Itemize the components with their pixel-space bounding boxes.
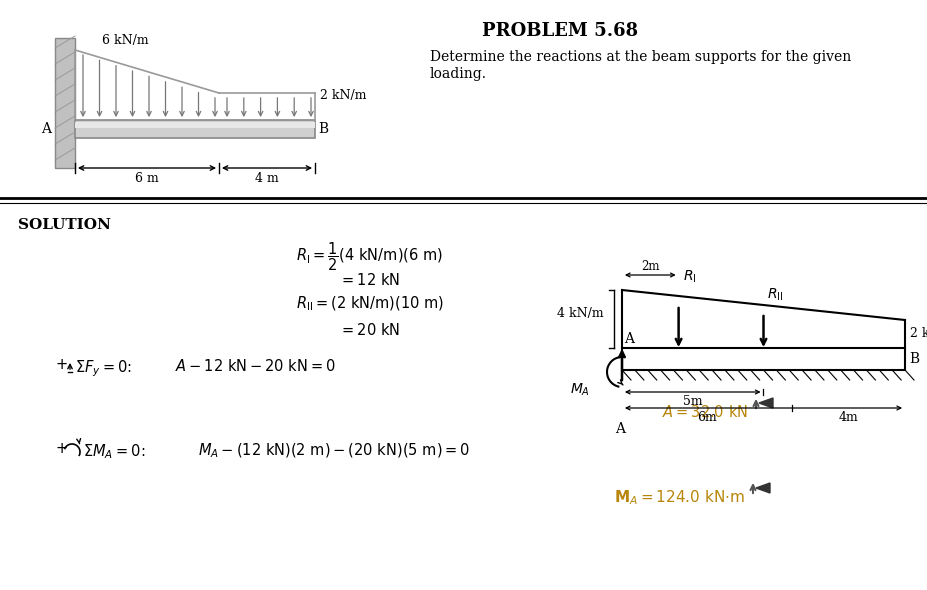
Text: loading.: loading. (429, 67, 487, 81)
Text: Determine the reactions at the beam supports for the given: Determine the reactions at the beam supp… (429, 50, 850, 64)
Text: $R_{\rm II}$: $R_{\rm II}$ (767, 287, 783, 303)
Text: $= 12\ {\rm kN}$: $= 12\ {\rm kN}$ (339, 272, 400, 288)
Bar (75, 122, 314, 128)
Text: $M_A$: $M_A$ (569, 382, 590, 398)
Text: $+$: $+$ (55, 442, 68, 456)
Text: $\Sigma F_y = 0\!:$: $\Sigma F_y = 0\!:$ (75, 358, 132, 379)
Text: SOLUTION: SOLUTION (18, 218, 110, 232)
Text: 6 kN/m: 6 kN/m (102, 34, 148, 47)
Text: A: A (615, 422, 624, 436)
Bar (621, 348, 904, 370)
Text: $R_{\rm I}$: $R_{\rm I}$ (682, 268, 695, 285)
Text: $R_{\rm I} = \dfrac{1}{2}(4\ {\rm kN/m})(6\ {\rm m})$: $R_{\rm I} = \dfrac{1}{2}(4\ {\rm kN/m})… (296, 240, 443, 273)
Bar (55, 38, 75, 168)
Text: $A = 32.0\ {\rm kN}$: $A = 32.0\ {\rm kN}$ (661, 404, 747, 420)
Bar (75, 120, 314, 138)
Text: 4 m: 4 m (255, 172, 279, 185)
Text: B: B (318, 122, 328, 136)
Text: $= 20\ {\rm kN}$: $= 20\ {\rm kN}$ (339, 322, 400, 338)
Text: 5m: 5m (682, 395, 702, 408)
Polygon shape (756, 483, 769, 493)
Text: $\mathbf{M}_A = 124.0\ {\rm kN{\cdot}m}$: $\mathbf{M}_A = 124.0\ {\rm kN{\cdot}m}$ (614, 488, 744, 507)
Text: 4m: 4m (838, 411, 857, 424)
Text: $+$: $+$ (55, 358, 68, 372)
Text: 4 kN/m: 4 kN/m (557, 307, 603, 320)
Text: 2m: 2m (641, 260, 659, 273)
Text: 2 kN/m: 2 kN/m (909, 327, 927, 340)
Text: 6m: 6m (696, 411, 716, 424)
Text: 2 kN/m: 2 kN/m (320, 88, 366, 101)
Text: 6 m: 6 m (135, 172, 159, 185)
Polygon shape (758, 398, 772, 408)
Text: $\Sigma M_A = 0\!:$: $\Sigma M_A = 0\!:$ (83, 442, 146, 461)
Text: A: A (41, 122, 51, 136)
Text: $M_A - (12\ {\rm kN})(2\ {\rm m}) - (20\ {\rm kN})(5\ {\rm m}) = 0$: $M_A - (12\ {\rm kN})(2\ {\rm m}) - (20\… (197, 442, 470, 460)
Text: A: A (623, 332, 633, 346)
Text: PROBLEM 5.68: PROBLEM 5.68 (481, 22, 638, 40)
Text: $R_{\rm II} = (2\ {\rm kN/m})(10\ {\rm m})$: $R_{\rm II} = (2\ {\rm kN/m})(10\ {\rm m… (296, 295, 444, 313)
Text: $A - 12\ {\rm kN} - 20\ {\rm kN} = 0$: $A - 12\ {\rm kN} - 20\ {\rm kN} = 0$ (175, 358, 336, 374)
Text: B: B (908, 352, 918, 366)
